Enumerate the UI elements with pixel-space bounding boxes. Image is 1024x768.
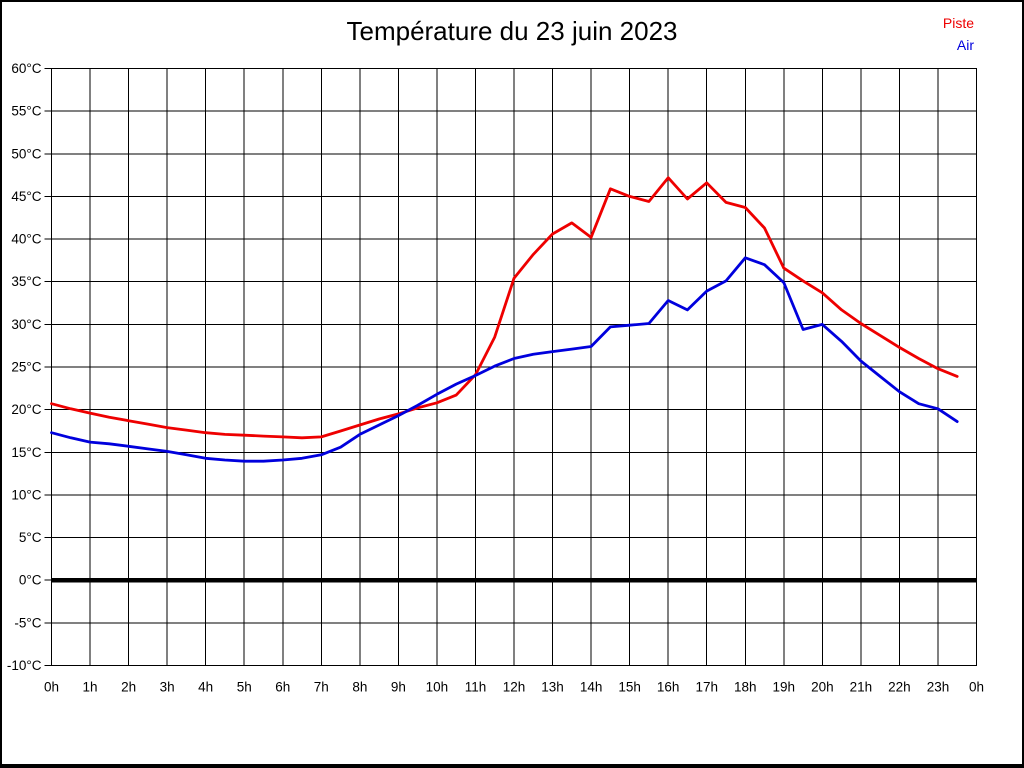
x-tick-label: 3h: [160, 680, 175, 695]
x-tick-label: 21h: [850, 680, 873, 695]
x-tick-label: 0h: [44, 680, 59, 695]
air-line: [50, 256, 959, 463]
x-tick-label: 0h: [969, 680, 984, 695]
y-tick-label: -10°C: [7, 658, 42, 673]
y-tick-label: 25°C: [11, 360, 41, 375]
x-tick-label: 8h: [352, 680, 367, 695]
chart-title: Température du 23 juin 2023: [346, 16, 678, 46]
x-tick-label: 22h: [888, 680, 911, 695]
y-tick-label: 20°C: [11, 402, 41, 417]
x-tick-label: 12h: [503, 680, 526, 695]
y-tick-label: 40°C: [11, 232, 41, 247]
x-tick-label: 18h: [734, 680, 757, 695]
x-tick-label: 13h: [541, 680, 564, 695]
y-tick-label: 60°C: [11, 61, 41, 76]
x-tick-label: 17h: [695, 680, 718, 695]
y-tick-label: 35°C: [11, 274, 41, 289]
x-tick-label: 16h: [657, 680, 680, 695]
x-tick-label: 23h: [927, 680, 950, 695]
y-tick-label: 45°C: [11, 189, 41, 204]
x-tick-label: 4h: [198, 680, 213, 695]
y-tick-label: 5°C: [19, 530, 42, 545]
piste-line: [50, 176, 959, 440]
x-tick-label: 14h: [580, 680, 603, 695]
x-tick-label: 11h: [465, 680, 487, 695]
x-tick-label: 20h: [811, 680, 834, 695]
grid-lines: [51, 68, 977, 666]
x-tick-label: 2h: [121, 680, 136, 695]
x-tick-label: 5h: [237, 680, 252, 695]
x-axis-tick-labels: 0h 1h 2h 3h 4h 5h 6h 7h 8h 9h 10h 11h 12h 13h 14h 15h 16…: [44, 680, 984, 695]
y-tick-label: 50°C: [11, 146, 41, 161]
x-tick-label: 7h: [314, 680, 329, 695]
x-tick-label: 9h: [391, 680, 406, 695]
legend: Piste Air: [943, 12, 974, 56]
y-tick-label: 10°C: [11, 487, 41, 502]
y-tick-label: 55°C: [11, 104, 41, 119]
x-tick-label: 15h: [618, 680, 641, 695]
x-tick-label: 1h: [83, 680, 98, 695]
y-tick-label: 15°C: [11, 445, 41, 460]
legend-item-air: Air: [956, 37, 974, 53]
x-tick-label: 6h: [275, 680, 290, 695]
x-tick-label: 10h: [426, 680, 449, 695]
x-tick-label: 19h: [773, 680, 796, 695]
y-tick-label: 30°C: [11, 317, 41, 332]
legend-item-piste: Piste: [942, 15, 974, 31]
y-tick-label: -5°C: [14, 615, 41, 630]
y-axis-tick-labels: -10°C -5°C 0°C 5°C 10°C 15°C 20°C 25°C 30°C 35°C 4…: [7, 61, 52, 673]
y-tick-label: 0°C: [19, 573, 42, 588]
